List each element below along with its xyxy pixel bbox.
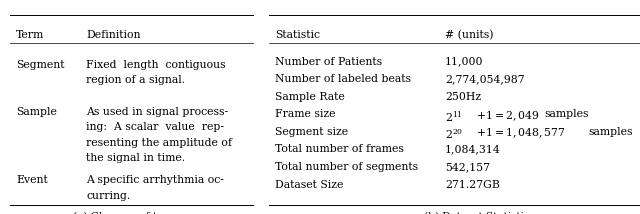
Text: 11,000: 11,000 <box>445 57 483 67</box>
Text: Frame size: Frame size <box>275 109 336 119</box>
Text: ing:  A scalar  value  rep-: ing: A scalar value rep- <box>86 122 225 132</box>
Text: 250Hz: 250Hz <box>445 92 481 102</box>
Text: Segment: Segment <box>16 60 65 70</box>
Text: (a) Glossary of terms: (a) Glossary of terms <box>73 212 183 214</box>
Text: Event: Event <box>16 175 48 186</box>
Text: Term: Term <box>16 30 44 40</box>
Text: Total number of frames: Total number of frames <box>275 144 404 155</box>
Text: Statistic: Statistic <box>275 30 320 40</box>
Text: $2^{11}$: $2^{11}$ <box>445 109 463 124</box>
Text: A specific arrhythmia oc-: A specific arrhythmia oc- <box>86 175 224 186</box>
Text: $2^{20}$: $2^{20}$ <box>445 127 463 141</box>
Text: Number of Patients: Number of Patients <box>275 57 382 67</box>
Text: As used in signal process-: As used in signal process- <box>86 107 228 117</box>
Text: $+ 1 = 2, 049$: $+ 1 = 2, 049$ <box>476 109 540 123</box>
Text: Fixed  length  contiguous: Fixed length contiguous <box>86 60 226 70</box>
Text: 271.27GB: 271.27GB <box>445 180 500 190</box>
Text: 542,157: 542,157 <box>445 162 490 172</box>
Text: Total number of segments: Total number of segments <box>275 162 419 172</box>
Text: samples: samples <box>589 127 634 137</box>
Text: Sample Rate: Sample Rate <box>275 92 345 102</box>
Text: $+ 1 = 1, 048, 577$: $+ 1 = 1, 048, 577$ <box>476 127 566 140</box>
Text: # (units): # (units) <box>445 30 493 40</box>
Text: Dataset Size: Dataset Size <box>275 180 344 190</box>
Text: curring.: curring. <box>86 191 131 201</box>
Text: 1,084,314: 1,084,314 <box>445 144 500 155</box>
Text: resenting the amplitude of: resenting the amplitude of <box>86 138 232 148</box>
Text: Segment size: Segment size <box>275 127 348 137</box>
Text: the signal in time.: the signal in time. <box>86 153 186 163</box>
Text: region of a signal.: region of a signal. <box>86 75 186 85</box>
Text: Sample: Sample <box>16 107 57 117</box>
Text: 2,774,054,987: 2,774,054,987 <box>445 74 524 84</box>
Text: samples: samples <box>544 109 589 119</box>
Text: (b) Dataset Statistics: (b) Dataset Statistics <box>424 212 536 214</box>
Text: Definition: Definition <box>86 30 141 40</box>
Text: Number of labeled beats: Number of labeled beats <box>275 74 412 84</box>
